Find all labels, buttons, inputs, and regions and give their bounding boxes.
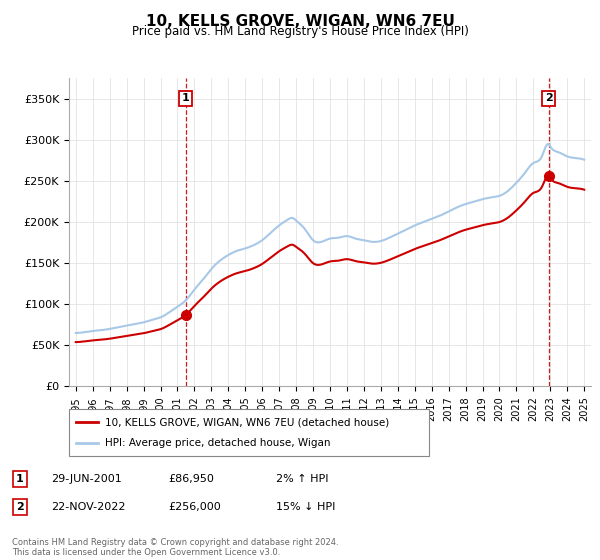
Text: 2% ↑ HPI: 2% ↑ HPI <box>276 474 329 484</box>
Text: Price paid vs. HM Land Registry's House Price Index (HPI): Price paid vs. HM Land Registry's House … <box>131 25 469 38</box>
Text: Contains HM Land Registry data © Crown copyright and database right 2024.
This d: Contains HM Land Registry data © Crown c… <box>12 538 338 557</box>
Text: 10, KELLS GROVE, WIGAN, WN6 7EU: 10, KELLS GROVE, WIGAN, WN6 7EU <box>146 14 454 29</box>
Text: 1: 1 <box>182 94 190 104</box>
Text: 2: 2 <box>545 94 553 104</box>
Text: 10, KELLS GROVE, WIGAN, WN6 7EU (detached house): 10, KELLS GROVE, WIGAN, WN6 7EU (detache… <box>105 417 389 427</box>
Text: £86,950: £86,950 <box>168 474 214 484</box>
Text: 1: 1 <box>16 474 23 484</box>
Text: 2: 2 <box>16 502 23 512</box>
Text: 29-JUN-2001: 29-JUN-2001 <box>51 474 122 484</box>
Text: £256,000: £256,000 <box>168 502 221 512</box>
FancyBboxPatch shape <box>69 409 429 456</box>
Text: 22-NOV-2022: 22-NOV-2022 <box>51 502 125 512</box>
Text: HPI: Average price, detached house, Wigan: HPI: Average price, detached house, Wiga… <box>105 438 331 448</box>
Text: 15% ↓ HPI: 15% ↓ HPI <box>276 502 335 512</box>
